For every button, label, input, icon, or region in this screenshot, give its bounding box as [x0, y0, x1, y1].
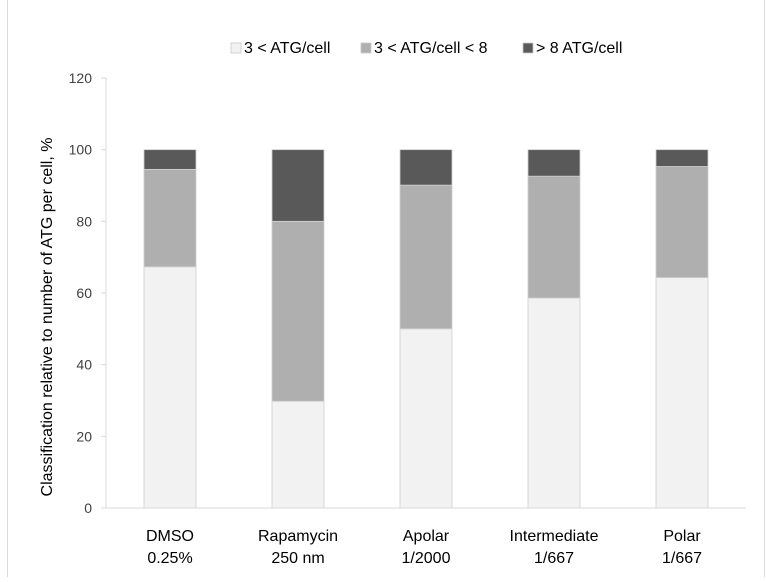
x-category-label: Rapamycin: [258, 528, 338, 545]
x-category-label: 1/667: [534, 550, 574, 567]
bar-segment: [143, 149, 197, 170]
y-tick-label: 0: [84, 500, 92, 516]
bar-segment: [143, 266, 197, 509]
chart-border: [7, 0, 765, 577]
bar-segment: [655, 277, 709, 509]
y-tick-label: 40: [76, 357, 92, 373]
y-axis: 0 20 40 60 80 100 120: [69, 70, 107, 516]
bar-segment: [399, 184, 453, 330]
bar-segment: [271, 220, 325, 402]
legend-label: > 8 ATG/cell: [536, 40, 622, 57]
bar-segment: [399, 149, 453, 186]
legend-swatch: [360, 42, 372, 54]
legend: 3 < ATG/cell 3 < ATG/cell < 8 > 8 ATG/cell: [230, 40, 622, 57]
legend-swatch: [522, 42, 534, 54]
legend-label: 3 < ATG/cell < 8: [374, 40, 488, 57]
x-category-label: DMSO: [146, 528, 194, 545]
x-axis: DMSO 0.25% Rapamycin 250 nm Apolar 1/2000 Inte…: [106, 507, 746, 567]
legend-swatch: [230, 42, 242, 54]
x-category-label: 0.25%: [147, 550, 192, 567]
y-tick-label: 120: [69, 70, 93, 86]
bars: [143, 149, 709, 509]
y-tick-label: 100: [69, 142, 93, 158]
x-category-label: Intermediate: [510, 528, 599, 545]
bar-segment: [655, 149, 709, 167]
bar-segment: [271, 149, 325, 222]
bar-segment: [399, 328, 453, 509]
x-category-label: 1/667: [662, 550, 702, 567]
y-tick-label: 80: [76, 213, 92, 229]
bar-segment: [271, 400, 325, 509]
x-category-label: 250 nm: [271, 550, 324, 567]
bar-segment: [655, 166, 709, 278]
bar-segment: [527, 175, 581, 299]
x-category-label: 1/2000: [402, 550, 451, 567]
y-axis-label: Classification relative to number of ATG…: [39, 138, 56, 497]
legend-label: 3 < ATG/cell: [244, 40, 330, 57]
x-category-label: Polar: [663, 528, 701, 545]
y-tick-label: 60: [76, 285, 92, 301]
y-tick-label: 20: [76, 428, 92, 444]
bar-segment: [527, 149, 581, 177]
x-category-label: Apolar: [403, 528, 450, 545]
